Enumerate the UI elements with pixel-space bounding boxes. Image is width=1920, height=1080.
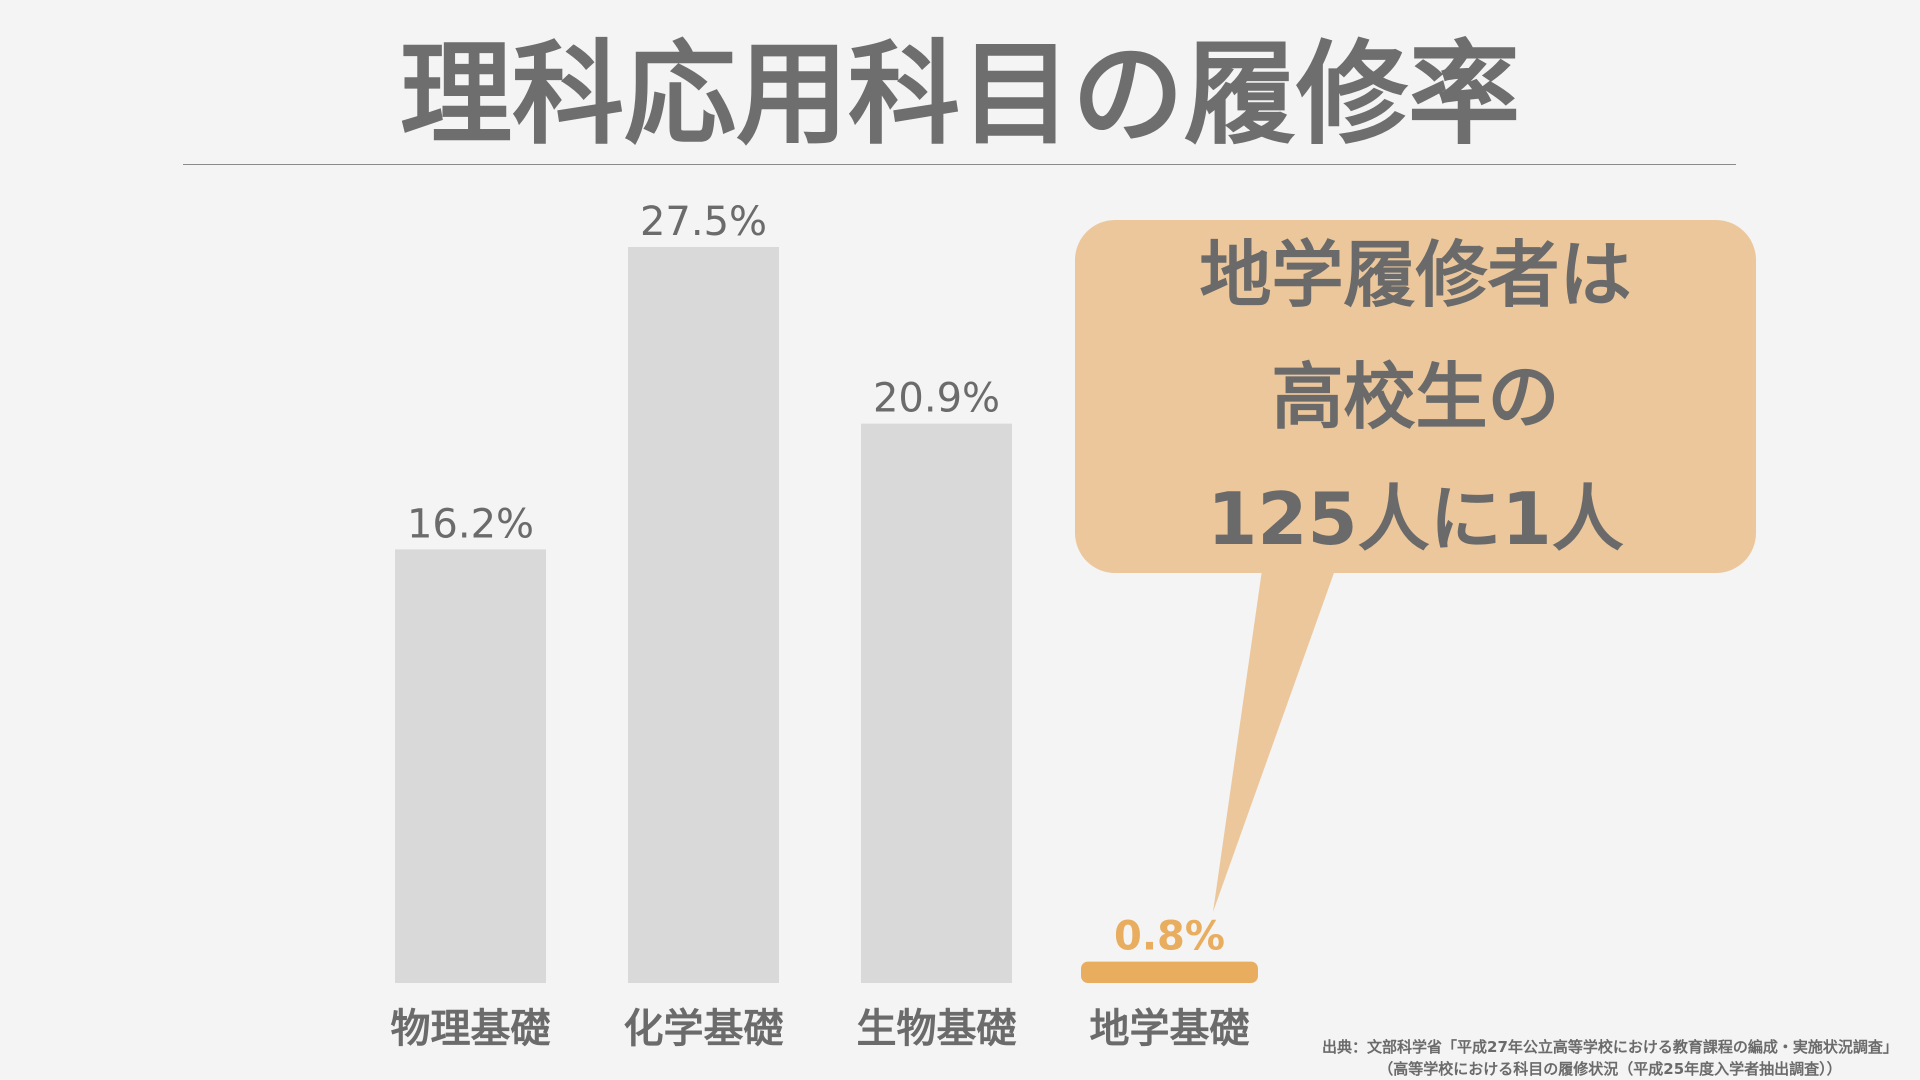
callout-line-1: 地学履修者は <box>1199 232 1632 317</box>
callout-line-2: 高校生の <box>1271 354 1560 439</box>
bar-3 <box>861 423 1012 983</box>
title-divider <box>183 164 1736 165</box>
source-line-1: 出典：文部科学省「平成27年公立高等学校における教育課程の編成・実施状況調査」 <box>1322 1038 1898 1056</box>
bar-1 <box>395 549 546 983</box>
bar-value-label-4: 0.8% <box>1114 914 1225 960</box>
bar-value-label-1: 16.2% <box>407 501 534 547</box>
source-note: 出典：文部科学省「平成27年公立高等学校における教育課程の編成・実施状況調査」 … <box>1300 1036 1920 1080</box>
callout-line-3: 125人に1人 <box>1207 476 1624 561</box>
bar-value-label-3: 20.9% <box>873 376 1000 422</box>
source-line-2: （高等学校における科目の履修状況（平成25年度入学者抽出調査）） <box>1378 1060 1842 1078</box>
bar-4 <box>1081 961 1258 983</box>
category-label-4: 地学基礎 <box>1090 1006 1250 1052</box>
bar-value-label-2: 27.5% <box>640 199 767 245</box>
callout-box: 地学履修者は 高校生の 125人に1人 <box>1075 220 1756 573</box>
page-title: 理科応用科目の履修率 <box>400 30 1520 160</box>
category-label-3: 生物基礎 <box>857 1006 1017 1052</box>
category-label-2: 化学基礎 <box>624 1006 784 1052</box>
bar-2 <box>628 247 779 983</box>
category-label-1: 物理基礎 <box>391 1006 551 1052</box>
